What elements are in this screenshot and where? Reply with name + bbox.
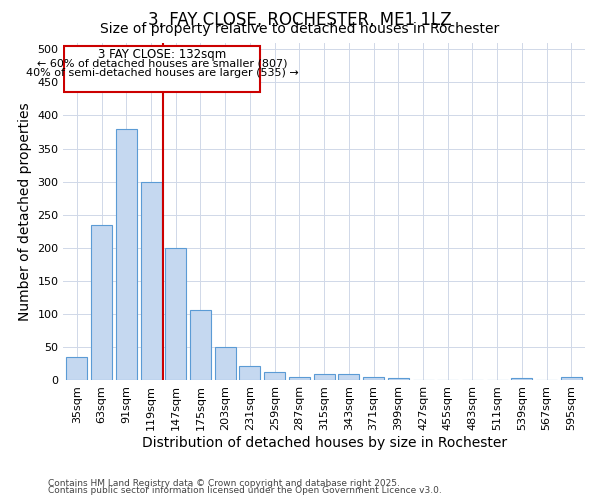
- Bar: [239, 366, 260, 380]
- Text: 3 FAY CLOSE: 132sqm: 3 FAY CLOSE: 132sqm: [98, 48, 226, 62]
- Bar: [264, 372, 285, 380]
- Bar: [190, 310, 211, 380]
- Bar: [289, 377, 310, 380]
- Bar: [91, 224, 112, 380]
- Bar: [116, 128, 137, 380]
- Bar: [140, 182, 161, 380]
- Text: 3, FAY CLOSE, ROCHESTER, ME1 1LZ: 3, FAY CLOSE, ROCHESTER, ME1 1LZ: [148, 11, 452, 29]
- Bar: [165, 248, 186, 380]
- Bar: [511, 378, 532, 380]
- Bar: [363, 377, 384, 380]
- FancyBboxPatch shape: [64, 46, 260, 92]
- X-axis label: Distribution of detached houses by size in Rochester: Distribution of detached houses by size …: [142, 436, 506, 450]
- Text: 40% of semi-detached houses are larger (535) →: 40% of semi-detached houses are larger (…: [26, 68, 299, 78]
- Bar: [338, 374, 359, 380]
- Bar: [215, 348, 236, 380]
- Bar: [388, 378, 409, 380]
- Text: ← 60% of detached houses are smaller (807): ← 60% of detached houses are smaller (80…: [37, 58, 287, 68]
- Bar: [67, 358, 88, 380]
- Bar: [561, 377, 582, 380]
- Y-axis label: Number of detached properties: Number of detached properties: [17, 102, 32, 321]
- Text: Size of property relative to detached houses in Rochester: Size of property relative to detached ho…: [100, 22, 500, 36]
- Text: Contains public sector information licensed under the Open Government Licence v3: Contains public sector information licen…: [48, 486, 442, 495]
- Text: Contains HM Land Registry data © Crown copyright and database right 2025.: Contains HM Land Registry data © Crown c…: [48, 478, 400, 488]
- Bar: [314, 374, 335, 380]
